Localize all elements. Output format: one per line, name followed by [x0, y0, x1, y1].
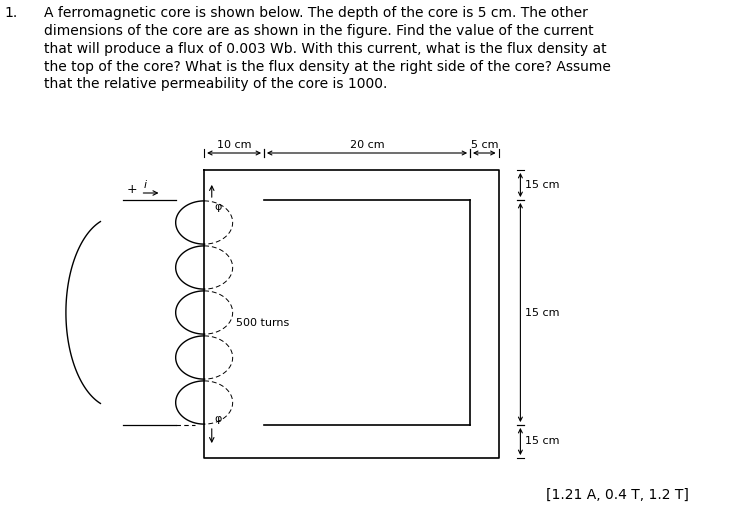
- Text: φ: φ: [215, 202, 222, 212]
- Text: +: +: [126, 183, 137, 196]
- Text: 15 cm: 15 cm: [525, 436, 560, 447]
- Text: [1.21 A, 0.4 T, 1.2 T]: [1.21 A, 0.4 T, 1.2 T]: [545, 488, 688, 502]
- Text: i: i: [143, 180, 147, 190]
- Text: 500 turns: 500 turns: [237, 318, 290, 328]
- Text: 15 cm: 15 cm: [525, 307, 560, 318]
- Text: 5 cm: 5 cm: [471, 140, 498, 150]
- Text: 15 cm: 15 cm: [525, 180, 560, 190]
- Text: 20 cm: 20 cm: [350, 140, 384, 150]
- Text: 1.: 1.: [5, 6, 18, 20]
- Text: A ferromagnetic core is shown below. The depth of the core is 5 cm. The other
di: A ferromagnetic core is shown below. The…: [44, 6, 610, 91]
- Text: φ: φ: [215, 414, 222, 424]
- Text: 10 cm: 10 cm: [217, 140, 251, 150]
